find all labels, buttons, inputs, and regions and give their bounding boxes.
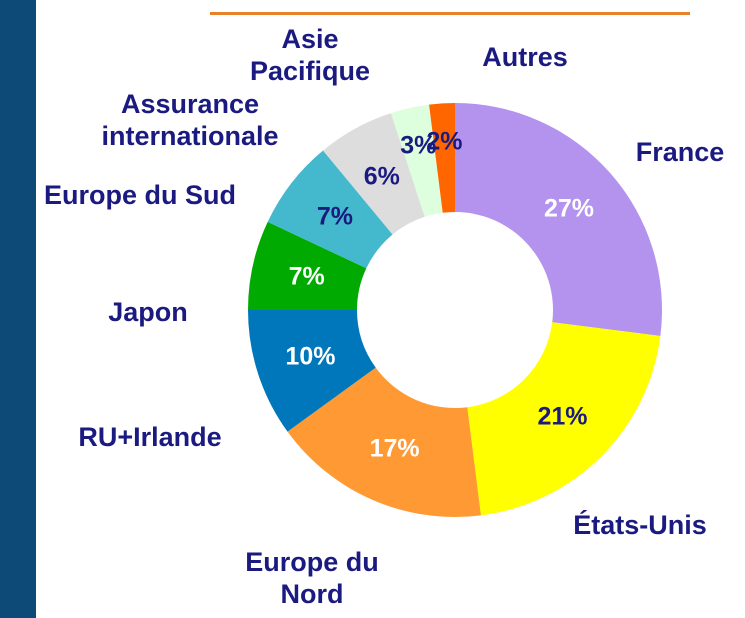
value-label: 17% bbox=[369, 434, 420, 463]
slice bbox=[323, 113, 425, 235]
category-label: Autres bbox=[482, 42, 568, 72]
slice bbox=[455, 103, 662, 336]
slice bbox=[267, 150, 393, 269]
slice bbox=[467, 322, 661, 516]
slice bbox=[248, 310, 376, 432]
value-label: 3% bbox=[400, 131, 437, 160]
value-label: 6% bbox=[363, 162, 400, 191]
category-label: France bbox=[635, 137, 725, 167]
slice bbox=[248, 221, 367, 310]
value-label: 7% bbox=[316, 202, 353, 231]
side-bar bbox=[0, 0, 36, 618]
value-label: 27% bbox=[543, 194, 595, 223]
slice bbox=[429, 103, 455, 213]
value-label: 2% bbox=[426, 127, 463, 156]
category-label: Europe du Nord bbox=[245, 547, 379, 609]
category-label: Europe du Sud bbox=[44, 180, 236, 210]
slice bbox=[391, 104, 443, 217]
top-rule bbox=[210, 0, 690, 15]
value-label: 7% bbox=[288, 262, 325, 291]
slice bbox=[287, 367, 481, 517]
category-label: Asie Pacifique bbox=[249, 24, 371, 86]
value-label: 21% bbox=[537, 402, 588, 431]
value-label: 10% bbox=[285, 342, 336, 371]
category-label: RU+Irlande bbox=[78, 422, 222, 452]
category-label: Japon bbox=[108, 297, 188, 327]
category-label: États-Unis bbox=[573, 510, 707, 540]
category-label: Assurance internationale bbox=[101, 89, 279, 151]
